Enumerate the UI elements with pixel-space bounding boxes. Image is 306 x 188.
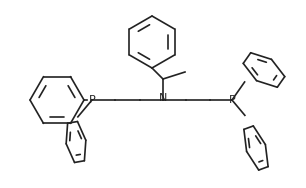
Text: N: N xyxy=(159,93,167,103)
Text: P: P xyxy=(229,95,235,105)
Text: P: P xyxy=(89,95,95,105)
